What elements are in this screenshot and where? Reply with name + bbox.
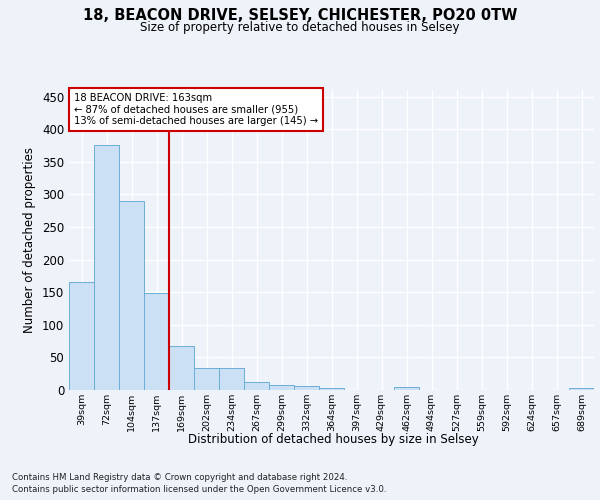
Bar bbox=[219, 368, 244, 390]
Y-axis label: Number of detached properties: Number of detached properties bbox=[23, 147, 37, 333]
Bar bbox=[244, 382, 269, 390]
Text: 18, BEACON DRIVE, SELSEY, CHICHESTER, PO20 0TW: 18, BEACON DRIVE, SELSEY, CHICHESTER, PO… bbox=[83, 8, 517, 22]
Text: Contains HM Land Registry data © Crown copyright and database right 2024.: Contains HM Land Registry data © Crown c… bbox=[12, 472, 347, 482]
Bar bbox=[319, 388, 344, 390]
Bar bbox=[119, 201, 144, 390]
Bar bbox=[194, 368, 219, 390]
Text: Distribution of detached houses by size in Selsey: Distribution of detached houses by size … bbox=[188, 432, 478, 446]
Text: 18 BEACON DRIVE: 163sqm
← 87% of detached houses are smaller (955)
13% of semi-d: 18 BEACON DRIVE: 163sqm ← 87% of detache… bbox=[74, 93, 319, 126]
Bar bbox=[394, 386, 419, 390]
Bar bbox=[294, 386, 319, 390]
Text: Contains public sector information licensed under the Open Government Licence v3: Contains public sector information licen… bbox=[12, 485, 386, 494]
Bar bbox=[269, 386, 294, 390]
Bar bbox=[569, 388, 594, 390]
Text: Size of property relative to detached houses in Selsey: Size of property relative to detached ho… bbox=[140, 21, 460, 34]
Bar bbox=[169, 346, 194, 390]
Bar bbox=[94, 146, 119, 390]
Bar bbox=[144, 294, 169, 390]
Bar bbox=[69, 282, 94, 390]
